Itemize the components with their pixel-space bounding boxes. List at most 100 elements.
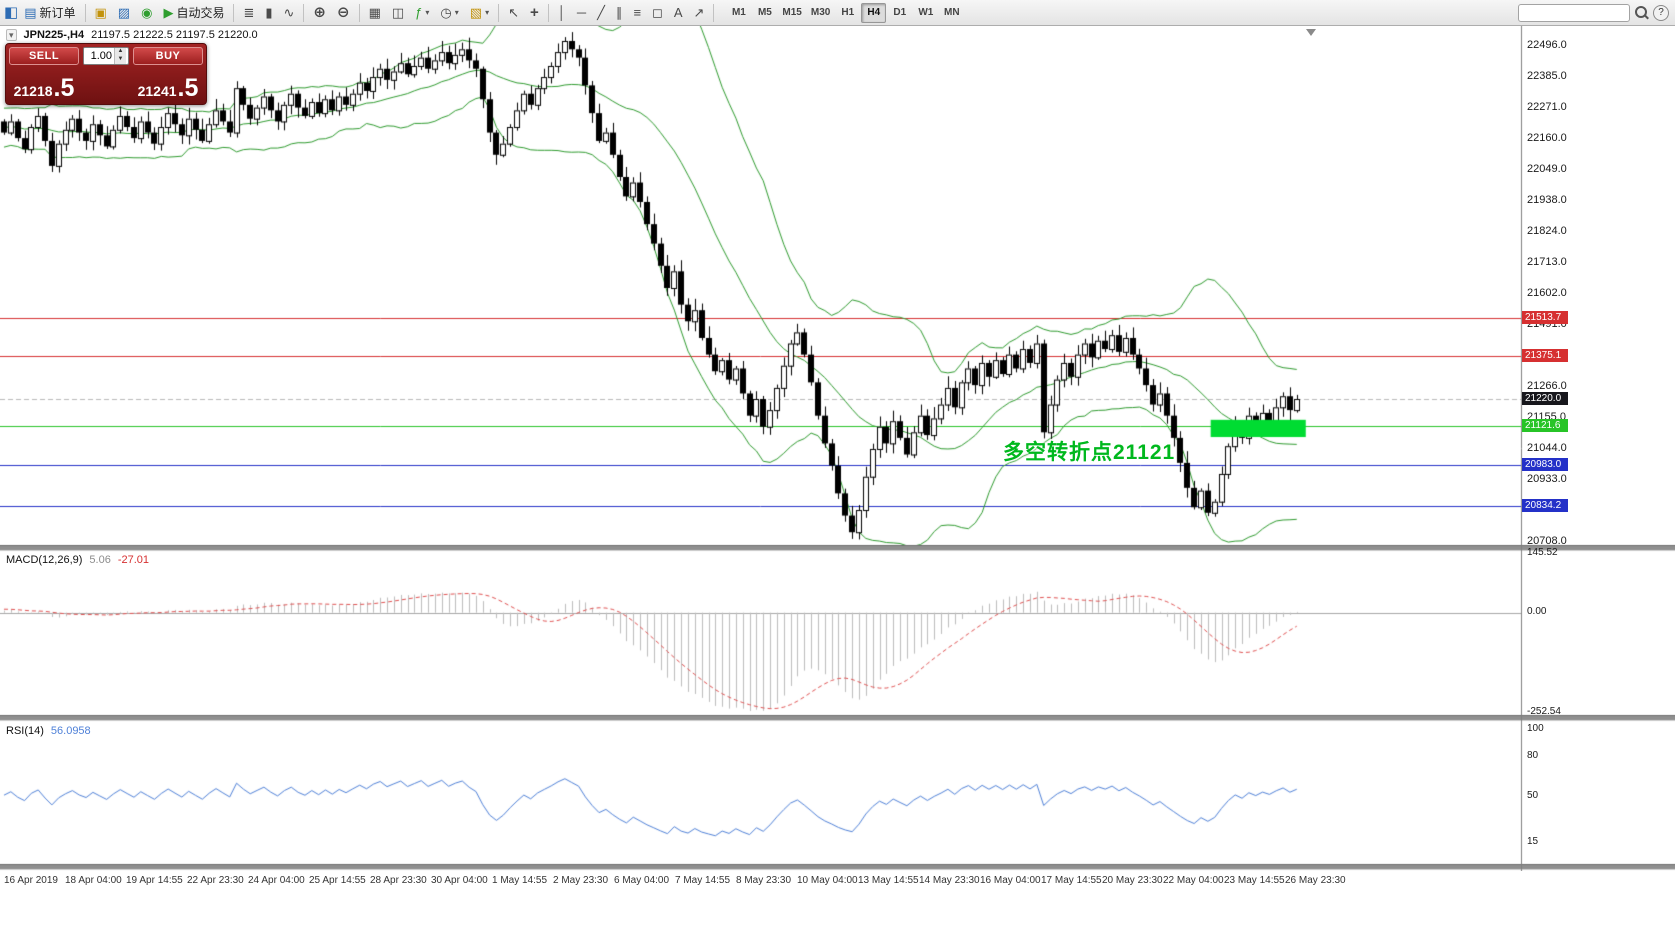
lot-increase-button[interactable]: ▲ — [115, 48, 126, 56]
refresh-button[interactable]: ◉ — [136, 2, 157, 24]
time-axis-label: 16 Apr 2019 — [4, 875, 58, 886]
price-axis-label: 22160.0 — [1527, 132, 1567, 145]
time-axis-label: 6 May 04:00 — [614, 875, 670, 886]
timeframe-button-m15[interactable]: M15 — [778, 3, 805, 23]
one-click-collapse-button[interactable]: ▾ — [6, 29, 17, 41]
fibonacci-icon: ≡ — [633, 5, 642, 20]
lot-input[interactable] — [84, 48, 114, 64]
profiles-button[interactable]: ▨ — [113, 2, 135, 24]
crosshair-tool-button[interactable]: + — [525, 2, 544, 24]
toolbar-separator — [498, 3, 500, 22]
rsi-axis-label: 15 — [1527, 836, 1539, 848]
bar-chart-icon: ≣ — [243, 5, 255, 20]
templates-icon: ▧ — [469, 5, 483, 20]
arrow-tool-button[interactable]: ↗ — [689, 2, 710, 24]
search-input[interactable] — [1518, 3, 1630, 22]
search-icon[interactable] — [1634, 5, 1649, 20]
shapes-tool-button[interactable]: ◻ — [647, 2, 668, 24]
trendline-tool-button[interactable]: ╱ — [592, 2, 610, 24]
macd-value: 5.06 — [89, 554, 111, 566]
timeframe-button-h4[interactable]: H4 — [861, 2, 887, 23]
new-order-icon: ▤ — [24, 5, 37, 20]
buy-price-big: .5 — [177, 74, 199, 102]
price-axis-label: 21824.0 — [1527, 225, 1567, 238]
price-axis-label: 22496.0 — [1527, 38, 1567, 51]
sell-price-display[interactable]: 21218.5 — [6, 68, 82, 104]
zoom-out-button[interactable]: ⊖ — [332, 2, 355, 24]
toolbar-separator — [84, 3, 86, 22]
help-button[interactable]: ? — [1653, 4, 1669, 21]
tile-windows-icon: ▦ — [368, 5, 381, 20]
arrange-windows-button[interactable]: ◫ — [387, 2, 409, 24]
chart-shift-marker[interactable] — [1306, 29, 1316, 36]
price-axis-label: 22049.0 — [1527, 162, 1567, 175]
timeframe-button-m30[interactable]: M30 — [807, 3, 834, 23]
main-toolbar: ◧ ▤ 新订单 ▣ ▨ ◉ ▶ 自动交易 ≣ ▮ ∿ ⊕ ⊖ ▦ ◫ ƒ ▾ ◷… — [0, 0, 1675, 26]
time-axis-label: 26 May 23:30 — [1285, 875, 1346, 886]
timeframe-button-m1[interactable]: M1 — [726, 3, 751, 23]
hline-price-label: 21121.6 — [1522, 419, 1568, 433]
timeframe-button-m5[interactable]: M5 — [752, 3, 777, 23]
timeframe-button-d1[interactable]: D1 — [887, 3, 912, 23]
new-order-button[interactable]: ▤ 新订单 — [19, 2, 80, 24]
line-chart-mode-button[interactable]: ∿ — [279, 2, 300, 24]
time-axis-label: 2 May 23:30 — [553, 875, 609, 886]
chart-annotation: 多空转折点21121 — [1003, 441, 1176, 464]
chart-symbol-info: ▾ JPN225-,H4 21197.5 21222.5 21197.5 212… — [6, 29, 258, 41]
buy-price-display[interactable]: 21241.5 — [130, 68, 206, 104]
indicators-icon: ƒ — [415, 5, 423, 20]
profiles-icon: ▨ — [117, 5, 131, 20]
rsi-axis-label: 80 — [1527, 749, 1539, 761]
toolbar-separator — [303, 3, 305, 22]
price-axis-label: 20933.0 — [1527, 472, 1567, 485]
chevron-down-icon: ▾ — [485, 8, 490, 17]
tile-windows-button[interactable]: ▦ — [364, 2, 386, 24]
crosshair-icon: + — [530, 4, 539, 21]
timeframe-button-mn[interactable]: MN — [939, 3, 964, 23]
channel-tool-button[interactable]: ∥ — [611, 2, 628, 24]
price-axis[interactable]: 22496.0 22385.0 22271.0 22160.0 22049.0 21938… — [1522, 26, 1674, 871]
macd-axis-label: 0.00 — [1527, 605, 1547, 617]
time-axis-label: 22 Apr 23:30 — [187, 875, 244, 886]
chevron-down-icon: ▾ — [425, 8, 430, 17]
indicators-button[interactable]: ƒ ▾ — [410, 2, 434, 24]
chart-area: ▾ JPN225-,H4 21197.5 21222.5 21197.5 212… — [0, 26, 1675, 949]
lot-spinner: ▲ ▼ — [114, 48, 126, 64]
channel-icon: ∥ — [615, 5, 623, 20]
timeframe-button-w1[interactable]: W1 — [913, 3, 938, 23]
text-tool-icon: A — [673, 5, 683, 20]
horizontal-line-tool-button[interactable]: ─ — [572, 2, 591, 24]
periods-button[interactable]: ◷ ▾ — [435, 2, 463, 24]
horizontal-line-icon: ─ — [576, 5, 587, 20]
fibonacci-tool-button[interactable]: ≡ — [628, 2, 646, 24]
zoom-in-button[interactable]: ⊕ — [308, 2, 331, 24]
symbol-ohlc-values: 21197.5 21222.5 21197.5 21220.0 — [91, 29, 258, 41]
buy-button[interactable]: BUY — [133, 47, 203, 65]
toolbar-search: ? — [1518, 3, 1671, 22]
toolbar-separator — [233, 3, 235, 22]
line-chart-icon: ∿ — [283, 5, 295, 20]
candlestick-mode-button[interactable]: ▮ — [260, 2, 277, 24]
price-axis-label: 20708.0 — [1527, 535, 1567, 548]
macd-axis-label: 145.52 — [1527, 547, 1558, 558]
time-axis[interactable]: 16 Apr 2019 18 Apr 04:00 19 Apr 14:55 22 Ap… — [0, 871, 1675, 893]
bar-chart-mode-button[interactable]: ≣ — [238, 2, 259, 24]
text-tool-button[interactable]: A — [669, 2, 688, 24]
lot-decrease-button[interactable]: ▼ — [115, 56, 126, 64]
price-axis-label: 21938.0 — [1527, 193, 1567, 206]
rsi-axis-label: 100 — [1527, 723, 1544, 734]
chart-window-button[interactable]: ▣ — [90, 2, 112, 24]
price-chart-canvas[interactable] — [0, 26, 1675, 871]
hline-price-label: 20834.2 — [1522, 499, 1568, 513]
sell-price-big: .5 — [53, 74, 75, 102]
arrow-tool-icon: ↗ — [693, 5, 705, 20]
cursor-tool-button[interactable]: ↖ — [503, 2, 524, 24]
templates-button[interactable]: ▧ ▾ — [465, 2, 494, 24]
time-axis-label: 13 May 14:55 — [858, 875, 919, 886]
autotrading-button[interactable]: ▶ 自动交易 — [158, 2, 229, 24]
vertical-line-tool-button[interactable]: │ — [553, 2, 571, 24]
vertical-line-icon: │ — [557, 5, 566, 20]
timeframe-button-h1[interactable]: H1 — [835, 3, 860, 23]
zoom-in-icon: ⊕ — [313, 4, 326, 21]
sell-button[interactable]: SELL — [9, 47, 79, 65]
